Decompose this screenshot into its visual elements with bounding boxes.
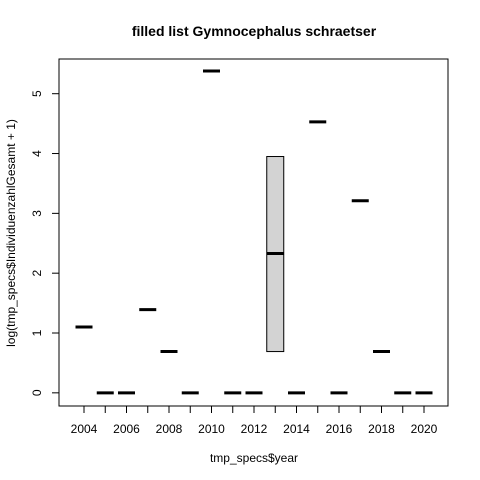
chart-title: filled list Gymnocephalus schraetser xyxy=(132,23,377,39)
x-tick-label: 2014 xyxy=(283,422,310,436)
x-tick-label: 2012 xyxy=(241,422,268,436)
y-tick-label: 4 xyxy=(30,150,44,157)
x-tick-label: 2004 xyxy=(71,422,98,436)
x-tick-label: 2020 xyxy=(411,422,438,436)
x-tick-label: 2018 xyxy=(368,422,395,436)
box-marks xyxy=(75,69,433,395)
y-axis-label: log(tmp_specs$IndividuenzahlGesamt + 1) xyxy=(4,119,18,347)
y-tick-label: 1 xyxy=(30,329,44,336)
x-tick-label: 2006 xyxy=(113,422,140,436)
y-tick-label: 0 xyxy=(30,389,44,396)
x-tick-label: 2016 xyxy=(326,422,353,436)
plot-frame xyxy=(58,58,449,407)
x-tick-label: 2010 xyxy=(198,422,225,436)
x-tick-label: 2008 xyxy=(156,422,183,436)
y-tick-label: 3 xyxy=(30,210,44,217)
x-axis: 2004 2006 2008 2010 2012 2014 2016 2018 2020 xyxy=(71,405,438,436)
x-axis-label: tmp_specs$year xyxy=(210,451,298,465)
y-axis: 0 1 2 3 4 5 xyxy=(30,90,60,396)
y-tick-label: 5 xyxy=(30,90,44,97)
y-tick-label: 2 xyxy=(30,270,44,277)
